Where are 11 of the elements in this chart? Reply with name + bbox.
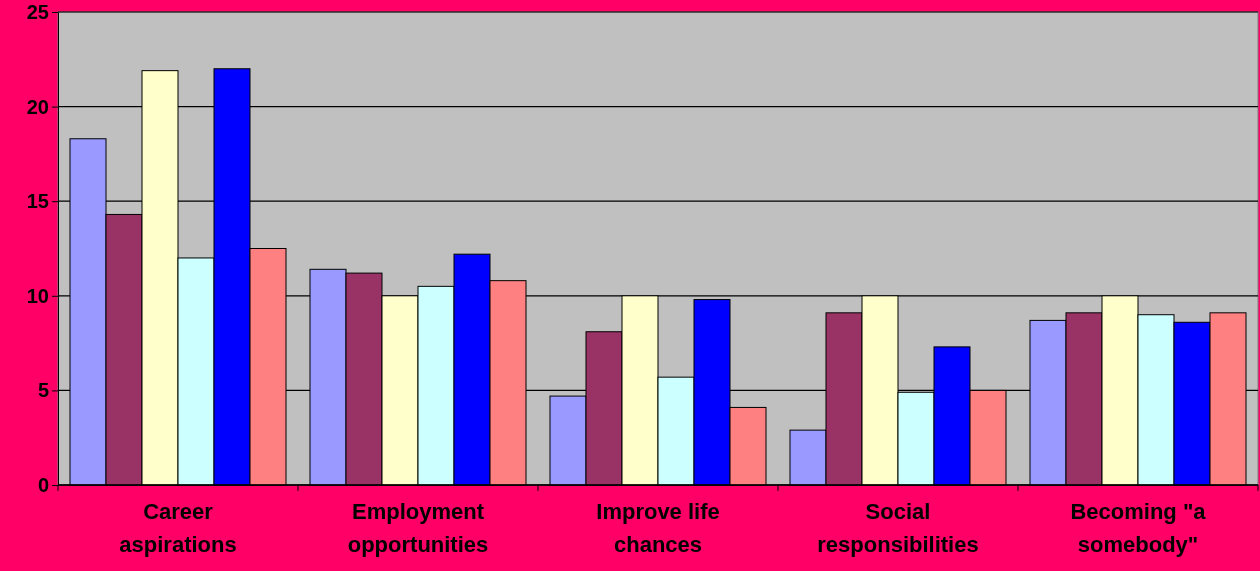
- y-tick-label: 20: [26, 95, 49, 118]
- x-tick-label: Career aspirations: [119, 499, 237, 557]
- x-tick-label: Improve life chances: [596, 499, 720, 557]
- y-tick-label: 0: [37, 473, 49, 496]
- x-tick-label: Becoming "a somebody": [1070, 499, 1207, 557]
- x-tick-label: Employment opportunities: [347, 499, 489, 557]
- x-tick-label: Social responsibilities: [817, 499, 979, 557]
- y-tick-label: 5: [37, 379, 49, 402]
- y-tick-label: 25: [26, 0, 49, 23]
- y-tick-label: 15: [26, 190, 49, 213]
- y-tick-label: 10: [26, 284, 49, 307]
